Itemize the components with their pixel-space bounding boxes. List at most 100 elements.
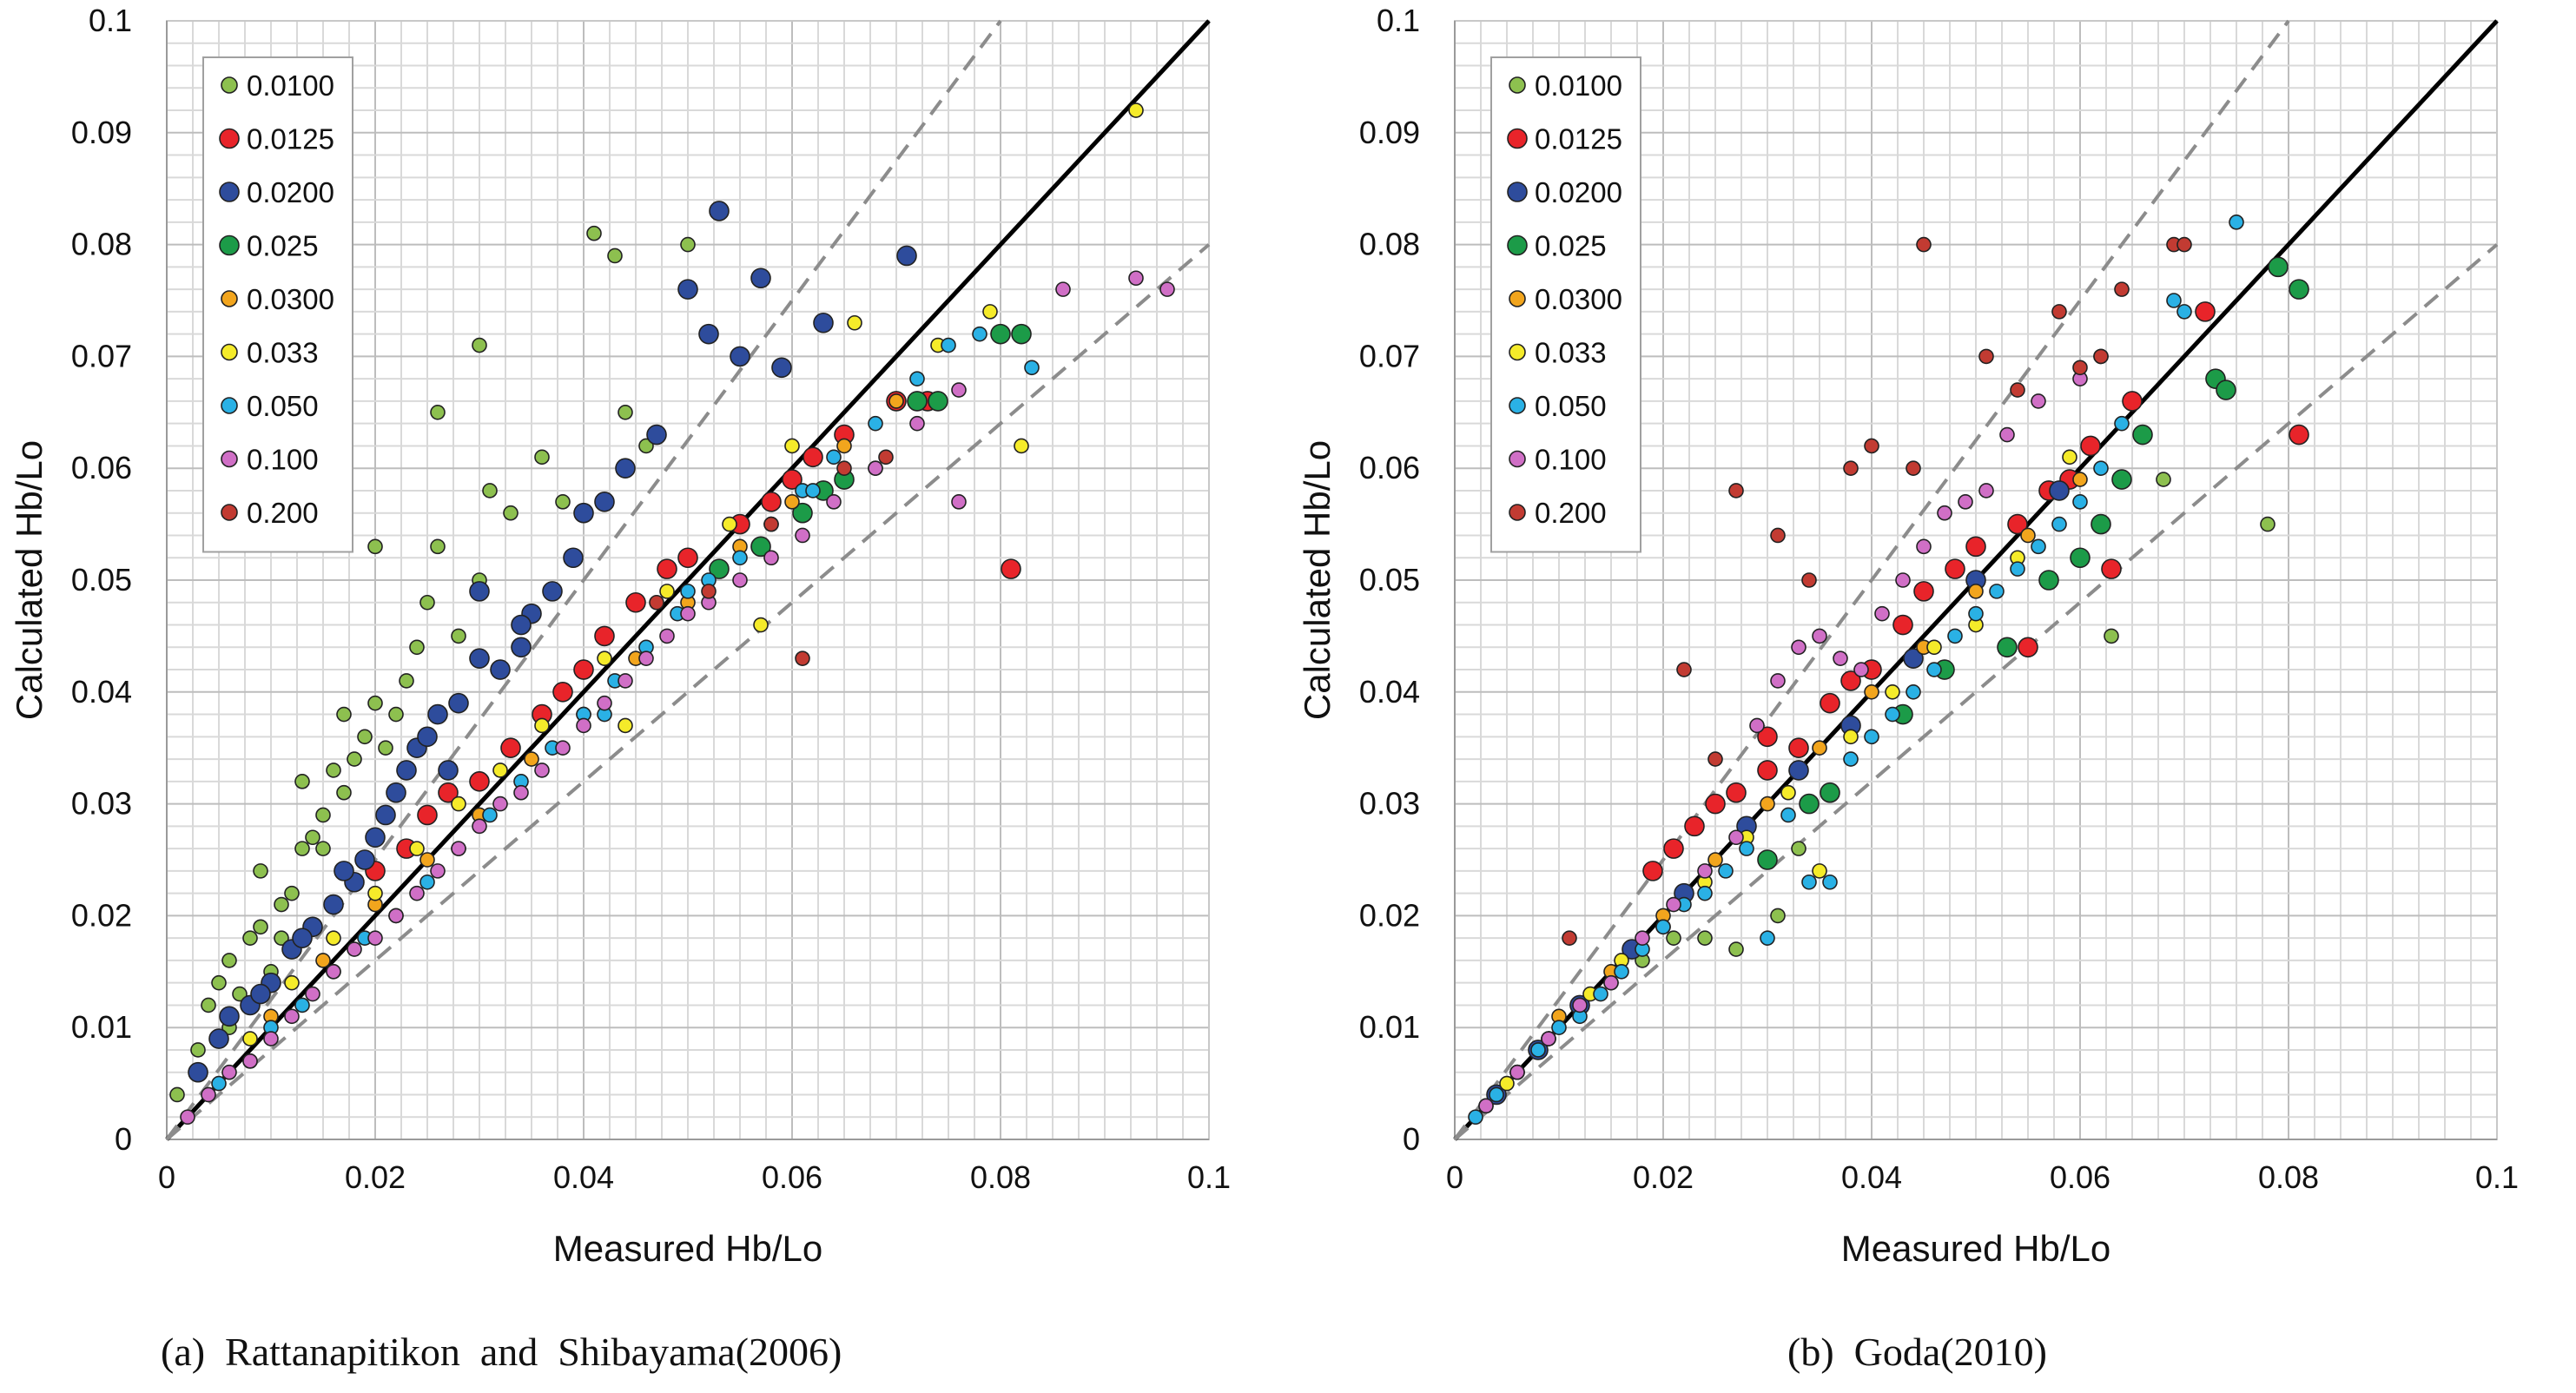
data-point [1958, 494, 1973, 510]
y-tick-label: 0.03 [1359, 786, 1420, 822]
data-point [2018, 637, 2038, 658]
data-point [1864, 683, 1879, 700]
data-point [524, 751, 539, 767]
data-point [709, 201, 730, 221]
data-point [2114, 415, 2130, 432]
data-point [826, 449, 842, 465]
data-point [417, 726, 438, 748]
reference-line-1to1 [165, 19, 1211, 1141]
data-point [1666, 896, 1681, 913]
legend-label: 0.050 [247, 390, 319, 422]
data-point [221, 1064, 237, 1080]
data-point [1780, 807, 1796, 823]
data-point [941, 337, 956, 353]
scatter-plot-b: 0 0.02 0.04 0.06 0.08 0.1 0 0.01 0.02 0.03 0.04 0.0… [1297, 3, 2519, 1269]
y-tick-label: 0.09 [1359, 115, 1420, 150]
data-point [1926, 662, 1942, 677]
data-point [1663, 838, 1684, 859]
data-point [511, 637, 532, 658]
data-point [1874, 605, 1890, 622]
data-point [534, 763, 550, 778]
chart-panel-a: 0 0.02 0.04 0.06 0.08 0.1 0 0.01 0.02 0.03 0.04 0.0… [9, 3, 1231, 1374]
data-point [1926, 639, 1942, 656]
data-point [1509, 1064, 1525, 1080]
data-point [1760, 930, 1775, 946]
x-tick-label: 0.1 [1187, 1159, 1231, 1195]
data-point [284, 974, 300, 991]
data-point [1541, 1031, 1556, 1046]
data-point [188, 1061, 208, 1083]
data-point [294, 774, 310, 789]
legend-marker [1507, 234, 1528, 256]
data-point [1822, 874, 1838, 890]
data-point [492, 763, 508, 778]
data-point [1728, 829, 1744, 846]
data-point [1770, 673, 1786, 689]
data-point [1791, 639, 1807, 656]
x-tick-label: 0.04 [1841, 1159, 1902, 1195]
data-point [750, 536, 771, 558]
legend-label: 0.050 [1535, 390, 1607, 422]
data-point [1945, 558, 1965, 579]
legend-marker [221, 76, 238, 94]
y-tick-label: 0.03 [71, 786, 132, 822]
data-point [1707, 852, 1723, 868]
y-tick-label: 0 [1403, 1121, 1420, 1157]
data-point [326, 930, 341, 946]
data-point [1989, 584, 2005, 599]
x-axis-label: Measured Hb/Lo [553, 1228, 823, 1269]
x-tick-label: 0.06 [2050, 1159, 2110, 1195]
legend-marker [1509, 397, 1526, 414]
data-point [888, 393, 904, 409]
scatter-plot-a: 0 0.02 0.04 0.06 0.08 0.1 0 0.01 0.02 0.03 0.04 0.0… [9, 3, 1231, 1269]
x-axis-label: Measured Hb/Lo [1841, 1228, 2111, 1269]
data-point [2216, 380, 2236, 400]
data-point [618, 404, 633, 420]
data-point [597, 650, 612, 666]
data-point [1757, 726, 1778, 748]
data-point [1999, 426, 2015, 443]
data-point [542, 581, 563, 602]
data-point [990, 323, 1011, 345]
y-tick-label: 0.09 [71, 115, 132, 150]
data-point [305, 829, 320, 846]
y-tick-label: 0.07 [71, 338, 132, 373]
data-point [680, 605, 696, 622]
legend-marker [221, 290, 238, 307]
data-point [482, 483, 498, 498]
data-point [1947, 628, 1963, 644]
data-point [472, 337, 487, 353]
data-point [2031, 393, 2046, 409]
data-point [907, 391, 928, 412]
data-point [430, 404, 446, 420]
data-point [972, 326, 987, 342]
data-point [2070, 547, 2091, 569]
y-tick-label: 0.08 [71, 227, 132, 262]
y-tick-label: 0.02 [71, 897, 132, 933]
data-point [761, 492, 782, 512]
data-point [242, 1031, 258, 1046]
data-point [1705, 793, 1726, 815]
data-point [292, 928, 313, 948]
data-point [657, 558, 677, 579]
x-tick-label: 0.08 [970, 1159, 1031, 1195]
data-point [1770, 908, 1786, 924]
y-tick-label: 0.04 [71, 674, 132, 710]
data-point [250, 983, 271, 1005]
data-point [763, 516, 779, 532]
data-point [469, 771, 490, 792]
data-point [274, 930, 289, 946]
legend-label: 0.100 [247, 444, 319, 476]
data-point [677, 279, 698, 300]
data-point [513, 784, 529, 801]
data-point [1757, 849, 1778, 870]
data-point [294, 841, 310, 856]
data-point [909, 371, 925, 386]
data-point [573, 502, 594, 524]
data-point [2072, 360, 2088, 376]
data-point [2176, 236, 2192, 253]
data-point [951, 382, 967, 398]
data-point [201, 1086, 216, 1103]
legend-label: 0.0100 [247, 69, 334, 102]
data-point [1697, 885, 1713, 901]
